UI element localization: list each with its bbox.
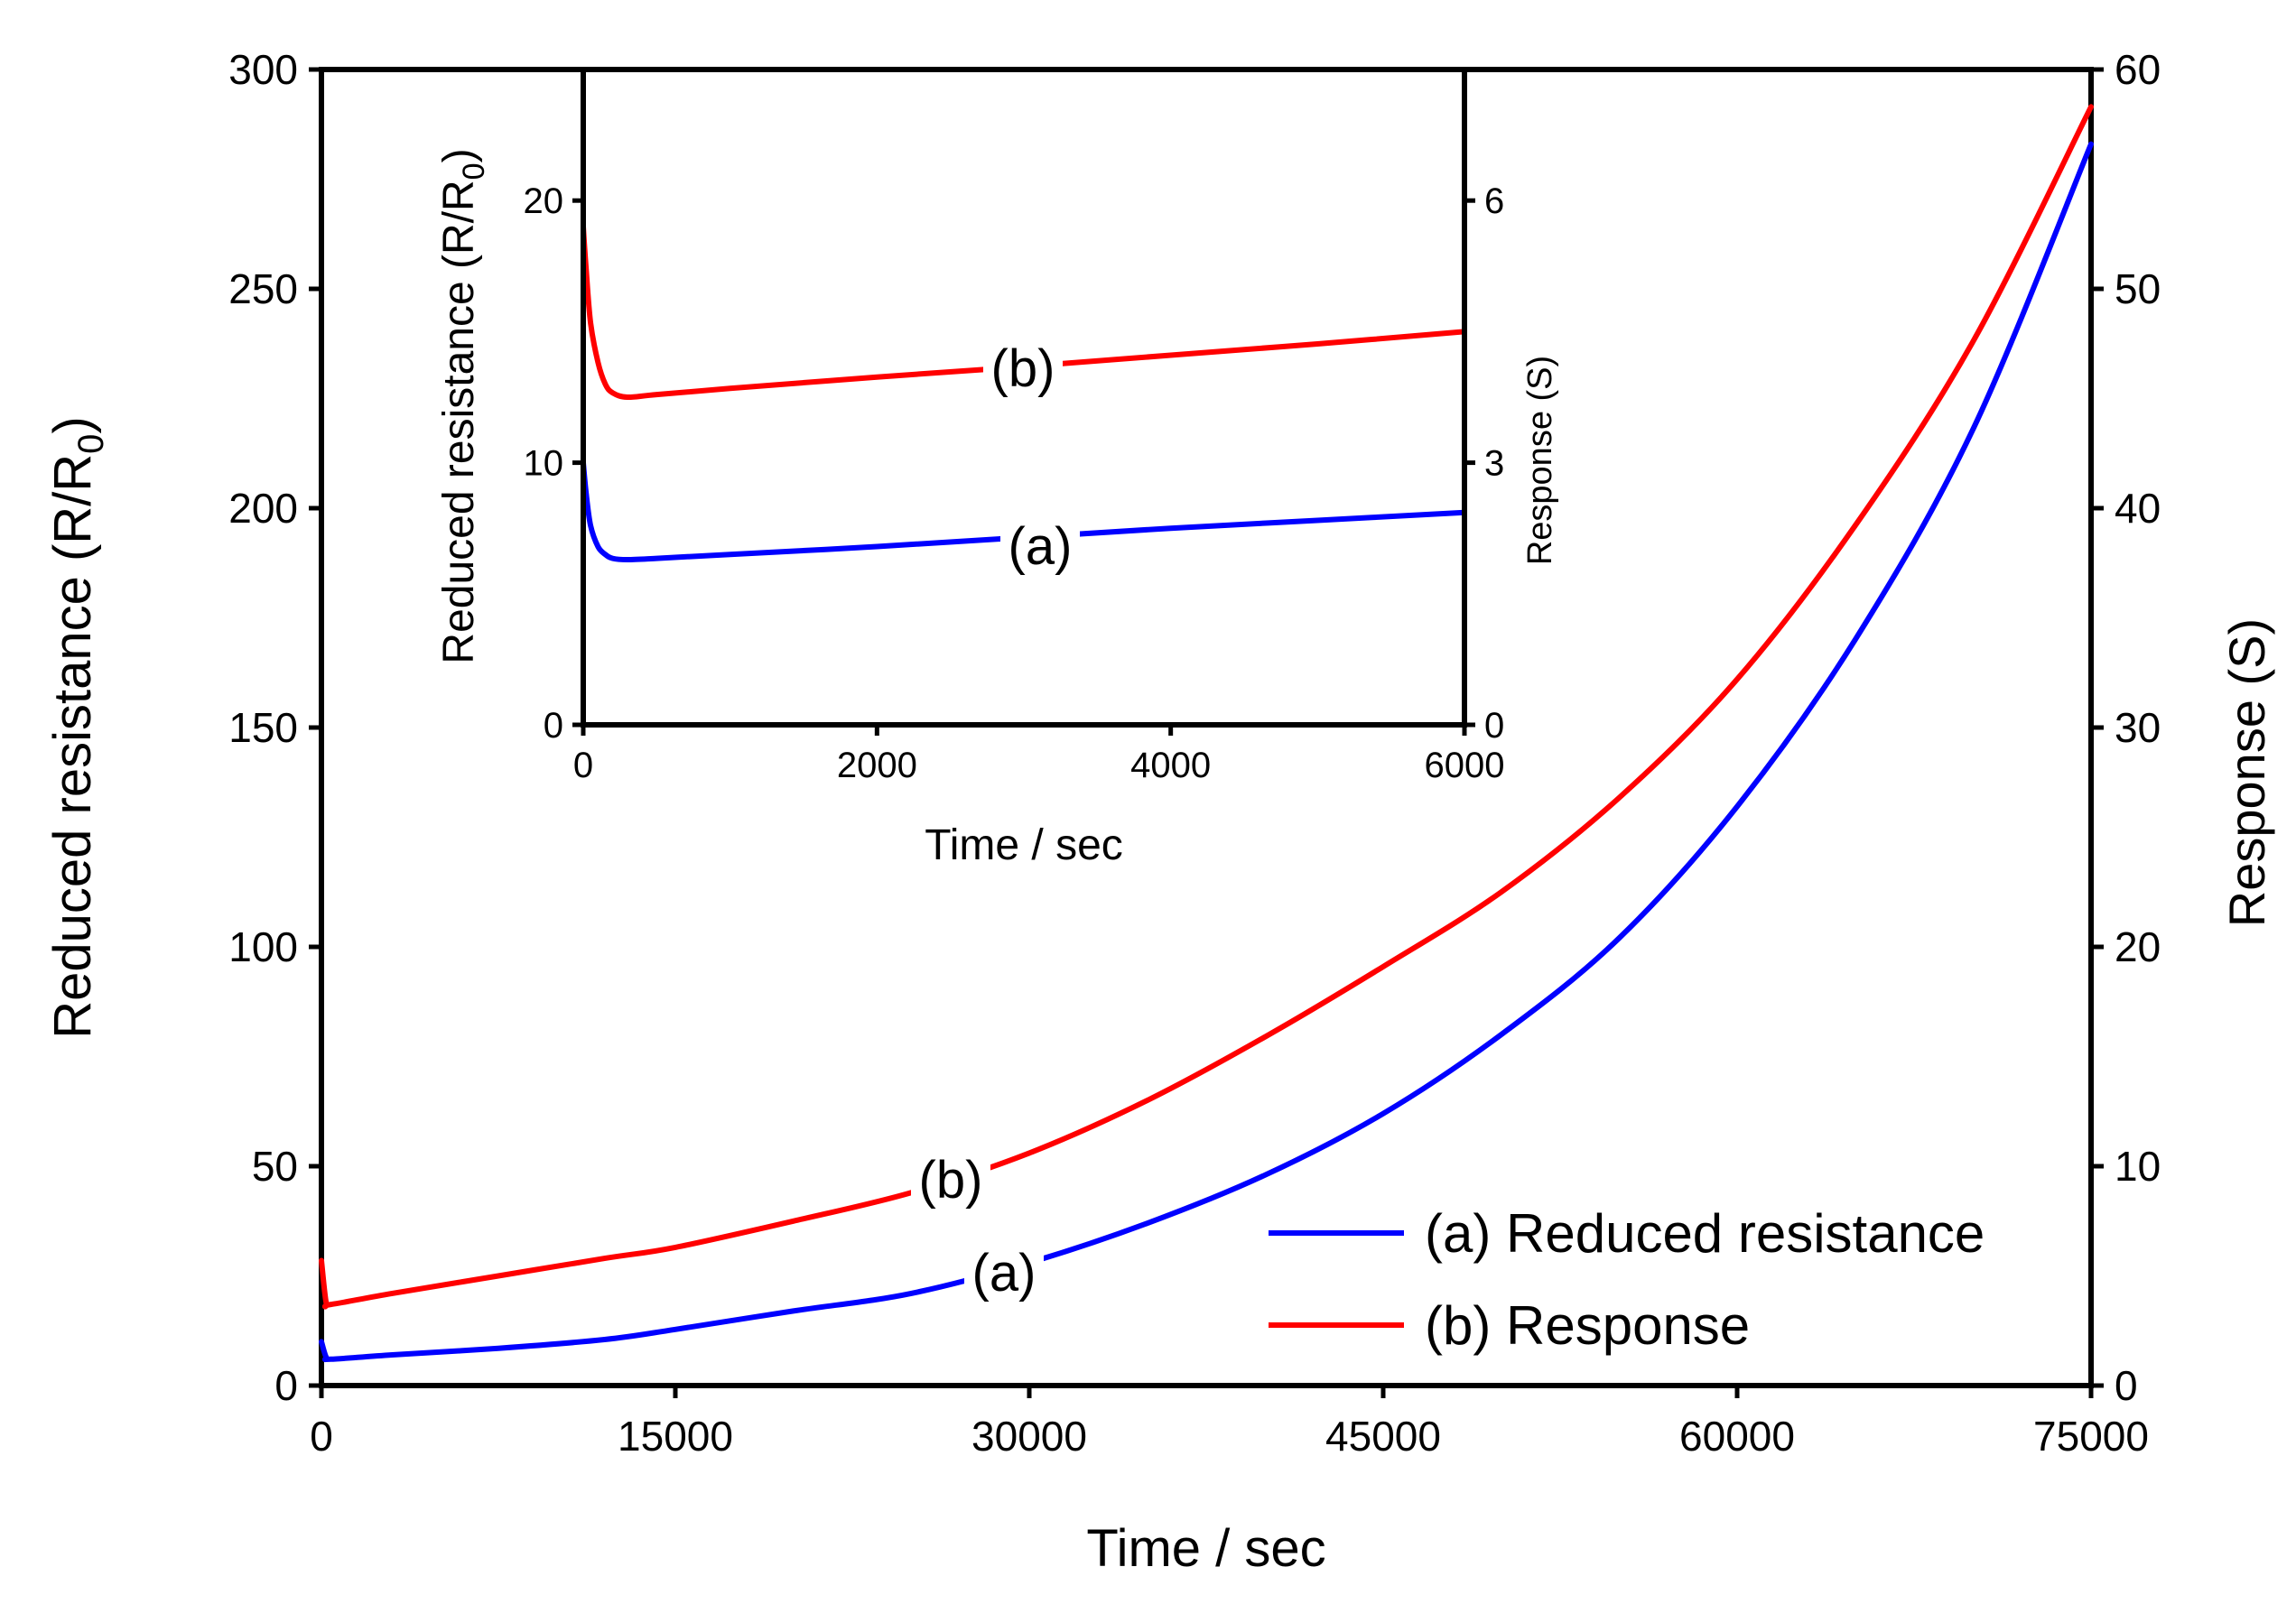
main-y-right-tick-label: 60: [2115, 46, 2161, 93]
main-x-tick-label: 0: [310, 1413, 333, 1460]
main-y-left-tick-label: 100: [228, 923, 298, 970]
inset-y-left-title-subscript: 0: [457, 162, 491, 180]
main-curve-label-bg-b: [911, 1153, 990, 1210]
main-y-left-tick-label: 200: [228, 485, 298, 532]
inset-x-tick-label: 2000: [837, 746, 917, 785]
inset-y-left-title-text: Reduced resistance (R/R: [435, 180, 483, 663]
main-y-right-axis-title: Response (S): [2218, 618, 2275, 927]
main-y-right-tick-label: 50: [2115, 265, 2161, 312]
main-y-left-axis-title: Reduced resistance (R/R0): [43, 416, 111, 1039]
main-series-line-a: [319, 141, 2094, 1363]
main-y-right-tick-label: 20: [2115, 923, 2161, 970]
inset-curve-label-b: (b): [991, 339, 1055, 398]
main-y-left-tick-label: 300: [228, 46, 298, 93]
inset-y-left-tick-label: 10: [524, 444, 564, 484]
inset-curve-label-a: (a): [1009, 517, 1073, 576]
inset-curve-label-bg-b: [983, 341, 1063, 399]
main-curve-label-a: (a): [972, 1244, 1036, 1303]
main-curve-label-b: (b): [919, 1151, 983, 1210]
inset-y-right-tick-label: 3: [1484, 444, 1504, 484]
inset-y-right-tick-label: 6: [1484, 181, 1504, 221]
main-x-tick-label: 60000: [1679, 1413, 1795, 1460]
main-plot: 0 15000 30000 45000 60000 7500005010015020025…: [43, 46, 2275, 1578]
inset-series: (a) (b): [581, 224, 1467, 577]
main-y-left-tick-label: 0: [274, 1362, 298, 1409]
main-y-right-tick-label: 40: [2115, 485, 2161, 532]
legend-entry-a: (a) Reduced resistance: [1425, 1203, 1985, 1264]
main-y-right-tick-label: 0: [2115, 1362, 2138, 1409]
inset-y-right-axis-title: Response (S): [1521, 356, 1559, 565]
main-y-left-tick-label: 250: [228, 265, 298, 312]
main-y-left-title-close: ): [43, 416, 102, 433]
legend: (a) Reduced resistance (b) Response: [1269, 1203, 1985, 1356]
inset-series-line-b: [581, 224, 1467, 401]
inset-y-right-tick-label: 0: [1484, 706, 1504, 746]
inset-y-left-tick-label: 0: [544, 706, 563, 746]
main-y-left-title-text: Reduced resistance (R/R: [43, 454, 102, 1039]
main-x-axis-title: Time / sec: [1086, 1519, 1325, 1578]
inset-curve-label-bg-a: [1000, 519, 1080, 577]
inset-x-tick-label: 6000: [1425, 746, 1505, 785]
main-series-line-b: [319, 104, 2094, 1310]
inset-series-line-a: [581, 459, 1467, 562]
main-x-tick-label: 45000: [1325, 1413, 1441, 1460]
main-series: (a) (b): [319, 104, 2094, 1363]
main-y-right-tick-label: 30: [2115, 704, 2161, 751]
main-x-tick-label: 75000: [2033, 1413, 2149, 1460]
inset-x-tick-label: 4000: [1130, 746, 1211, 785]
main-x-tick-label: 15000: [618, 1413, 733, 1460]
main-y-left-title-subscript: 0: [71, 434, 111, 454]
inset-x-tick-label: 0: [573, 746, 593, 785]
legend-entry-b: (b) Response: [1425, 1295, 1750, 1356]
inset-x-axis-title: Time / sec: [925, 821, 1123, 869]
inset-y-left-title-close: ): [435, 148, 483, 162]
main-y-left-tick-label: 150: [228, 704, 298, 751]
inset-y-left-tick-label: 20: [524, 181, 564, 221]
main-x-tick-label: 30000: [971, 1413, 1087, 1460]
main-y-right-tick-label: 10: [2115, 1143, 2161, 1190]
main-y-left-tick-label: 50: [252, 1143, 298, 1190]
main-ticks: 0 15000 30000 45000 60000 7500005010015020025…: [228, 46, 2161, 1460]
main-curve-label-bg-a: [964, 1246, 1044, 1303]
inset-plot-frame: [581, 67, 1467, 728]
inset-y-left-axis-title: Reduced resistance (R/R0): [435, 148, 491, 663]
